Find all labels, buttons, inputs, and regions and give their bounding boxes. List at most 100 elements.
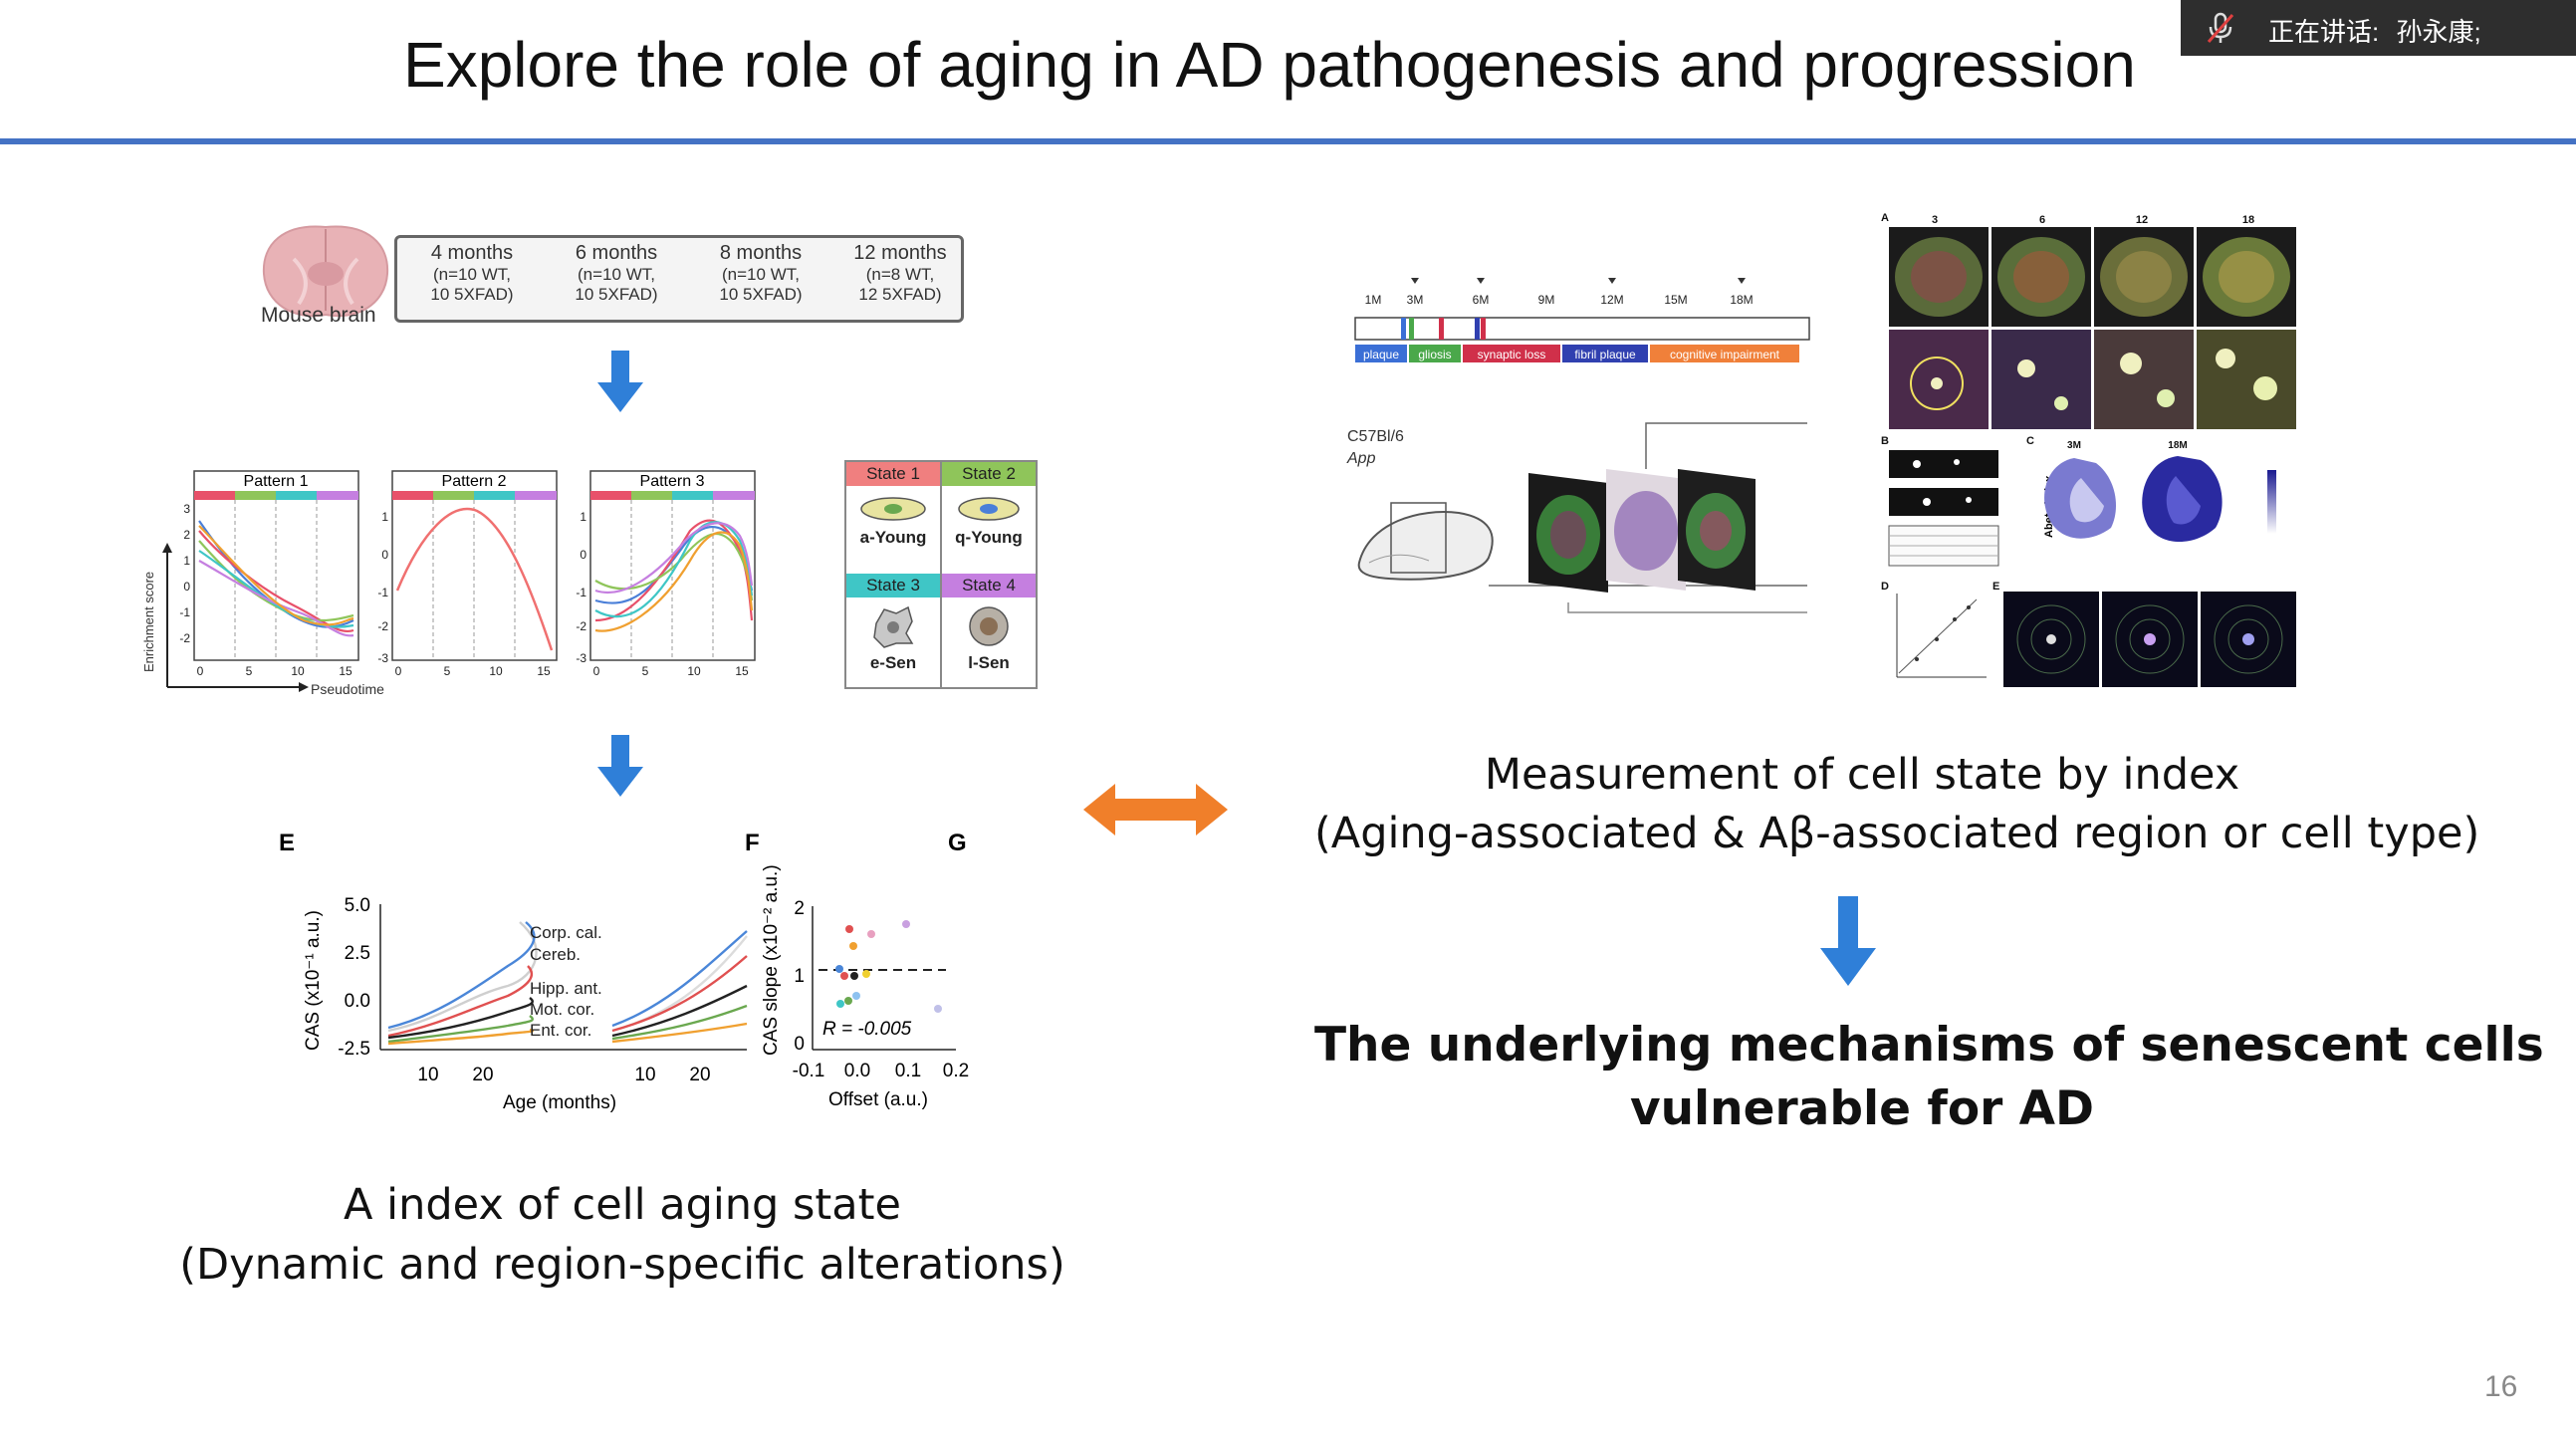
cohort-n-wt: (n=10 WT, (722, 265, 800, 284)
timeline-tick: 9M (1538, 293, 1555, 307)
timeline-tick: 3M (1407, 293, 1424, 307)
column-label: 18 (2242, 214, 2254, 226)
cohort-age: 8 months (719, 242, 803, 264)
state-4-header: State 4 (942, 574, 1036, 597)
conclusion-line2: vulnerable for AD (1629, 1081, 2095, 1136)
state-color-strip (194, 491, 358, 500)
down-arrow-icon (597, 351, 643, 412)
down-arrow-icon (597, 735, 643, 797)
y-tick: -3 (377, 651, 388, 665)
x-tick: 10 (417, 1065, 438, 1085)
cohort-12m: 12 months (n=8 WT, 12 5XFAD) (835, 242, 965, 305)
y-tick: 2.5 (345, 943, 370, 964)
stage-label: synaptic loss (1478, 348, 1546, 361)
senescent-cell-icon (969, 606, 1009, 646)
cohort-n-5xfad: 10 5XFAD) (430, 285, 514, 304)
cas-curves-right (611, 930, 748, 1044)
column-label: 3 (1932, 214, 1938, 226)
cas-slope-ylabel: CAS slope (x10⁻² a.u.) (761, 864, 782, 1056)
panel-e-label: E (279, 830, 295, 856)
x-tick: 0 (593, 664, 600, 678)
speaker-indicator: 正在讲话: 孙永康; (2181, 0, 2576, 56)
panel-e-label: E (1992, 581, 1999, 593)
c-label: 3M (2067, 440, 2081, 451)
young-cell-icon (958, 497, 1020, 521)
enrichment-curves (594, 519, 754, 632)
mouse-brain-image (262, 225, 389, 318)
cas-curves-left (387, 921, 538, 1046)
y-tick: 2 (183, 528, 190, 542)
x-tick: 20 (689, 1065, 710, 1085)
panel-a-label: A (1881, 212, 1889, 224)
abeta-brain-maps (2044, 456, 2276, 542)
y-tick: -1 (377, 586, 388, 599)
conclusion-line1: The underlying mechanisms of senescent c… (1314, 1018, 2544, 1073)
panel-f-label: F (745, 830, 760, 856)
pseudotime-xlabel: Pseudotime (311, 681, 384, 697)
double-arrow-icon (1083, 784, 1228, 835)
y-tick: -1 (179, 605, 190, 619)
strain-app: App (1346, 450, 1376, 467)
y-tick: -2 (179, 631, 190, 645)
y-tick: 5.0 (345, 895, 370, 916)
q-young-label: q-Young (955, 528, 1023, 547)
speaking-now-label: 正在讲话: (2268, 17, 2380, 47)
cohort-age: 4 months (430, 242, 514, 264)
cohort-n-5xfad: 12 5XFAD) (858, 285, 942, 304)
cell-ring-images (2003, 592, 2296, 687)
enrichment-curves (198, 520, 354, 637)
panel-c-label: C (2026, 435, 2034, 447)
x-tick: 15 (735, 664, 749, 678)
x-tick: 5 (246, 664, 253, 678)
y-tick: 0 (794, 1034, 805, 1055)
senescent-cell-icon (873, 605, 914, 648)
y-tick: 0.0 (345, 991, 370, 1012)
panel-d-label: D (1881, 581, 1889, 593)
y-tick: -2 (377, 619, 388, 633)
arrow-head-icon (299, 682, 309, 692)
cohort-n-wt: (n=10 WT, (578, 265, 655, 284)
x-tick: 0.2 (943, 1061, 969, 1081)
timeline-figure: 1M 3M 6M 9M 12M 15M 18M plaque gliosis s… (1346, 278, 1810, 613)
y-tick: 1 (580, 510, 586, 524)
region-label: Mot. cor. (530, 1000, 594, 1019)
cohort-age: 6 months (575, 242, 658, 264)
state-3-header: State 3 (846, 574, 940, 597)
x-tick: -0.1 (793, 1061, 825, 1081)
y-tick: 0 (183, 580, 190, 594)
c-label: 18M (2168, 440, 2187, 451)
y-tick: 1 (381, 510, 388, 524)
y-tick: 1 (794, 966, 805, 987)
young-cell-icon (860, 497, 926, 521)
muted-mic-icon (2207, 12, 2234, 43)
timeline-tick: 15M (1664, 293, 1687, 307)
x-tick: 15 (339, 664, 352, 678)
column-label: 6 (2039, 214, 2045, 226)
stage-label: plaque (1363, 348, 1399, 361)
age-xlabel: Age (months) (503, 1092, 616, 1113)
region-label: Ent. cor. (530, 1021, 591, 1040)
left-caption-line2: (Dynamic and region-specific alterations… (179, 1240, 1065, 1290)
pattern-title: Pattern 3 (640, 473, 705, 490)
right-caption-line1: Measurement of cell state by index (1484, 750, 2240, 800)
pattern-plots: Enrichment score Pseudotime Pattern 1 3 … (141, 470, 756, 697)
brain-scan-row (1889, 227, 2296, 327)
mouse-brain-3d-icon (1357, 502, 1494, 581)
y-tick: 0 (381, 548, 388, 562)
cohort-n-wt: (n=8 WT, (865, 265, 935, 284)
cohort-6m: 6 months (n=10 WT, 10 5XFAD) (552, 242, 681, 305)
pattern-2-plot: Pattern 2 1 0 -1 -2 -3 0 5 10 15 (377, 470, 558, 678)
x-tick: 10 (291, 664, 305, 678)
scatter-points (835, 920, 942, 1013)
enrichment-curve (395, 508, 554, 651)
state-color-strip (590, 491, 755, 500)
x-tick: 0 (395, 664, 402, 678)
pattern-3-plot: Pattern 3 1 0 -1 -2 -3 0 5 10 15 (576, 470, 756, 678)
state-2-header: State 2 (942, 462, 1036, 486)
y-tick: 2 (794, 898, 805, 919)
arrow-head-icon (162, 543, 172, 553)
offset-xlabel: Offset (a.u.) (828, 1089, 928, 1110)
x-tick: 20 (472, 1065, 493, 1085)
column-label: 12 (2136, 214, 2148, 226)
x-tick: 15 (537, 664, 551, 678)
